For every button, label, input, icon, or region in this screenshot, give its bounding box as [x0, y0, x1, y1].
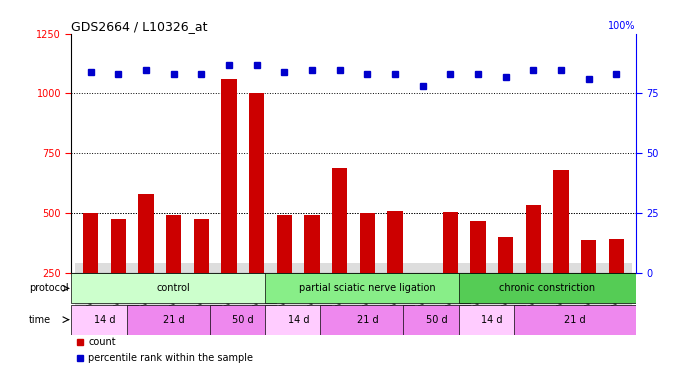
Text: 14 d: 14 d: [288, 315, 309, 325]
Bar: [71, 273, 276, 303]
Bar: [388, 211, 403, 333]
Bar: [111, 219, 126, 333]
Text: control: control: [157, 284, 190, 293]
Bar: [222, 79, 237, 333]
Text: partial sciatic nerve ligation: partial sciatic nerve ligation: [299, 284, 436, 293]
Bar: [209, 304, 276, 334]
Text: GDS2664 / L10326_at: GDS2664 / L10326_at: [71, 20, 208, 33]
Bar: [126, 304, 221, 334]
Text: 21 d: 21 d: [356, 315, 378, 325]
Bar: [415, 273, 430, 333]
Bar: [554, 170, 568, 333]
Text: 14 d: 14 d: [481, 315, 503, 325]
Bar: [166, 215, 182, 333]
Bar: [332, 168, 347, 333]
Bar: [526, 205, 541, 333]
Bar: [609, 239, 624, 333]
Text: 50 d: 50 d: [232, 315, 254, 325]
Bar: [459, 273, 636, 303]
Bar: [443, 212, 458, 333]
Bar: [265, 273, 470, 303]
Text: percentile rank within the sample: percentile rank within the sample: [88, 353, 254, 363]
Text: count: count: [88, 338, 116, 347]
Text: 14 d: 14 d: [94, 315, 116, 325]
Text: 50 d: 50 d: [426, 315, 447, 325]
Bar: [139, 194, 154, 333]
Bar: [360, 213, 375, 333]
Bar: [514, 304, 636, 334]
Bar: [194, 219, 209, 333]
Bar: [305, 215, 320, 333]
Bar: [277, 215, 292, 333]
Bar: [71, 304, 138, 334]
Bar: [498, 237, 513, 333]
Bar: [320, 304, 415, 334]
Bar: [265, 304, 331, 334]
Bar: [249, 93, 265, 333]
Bar: [459, 304, 525, 334]
Bar: [471, 221, 486, 333]
Text: protocol: protocol: [29, 284, 69, 293]
Text: 100%: 100%: [609, 21, 636, 32]
Text: 21 d: 21 d: [163, 315, 184, 325]
Bar: [581, 240, 596, 333]
Bar: [83, 213, 99, 333]
Text: 21 d: 21 d: [564, 315, 585, 325]
Bar: [403, 304, 470, 334]
Text: chronic constriction: chronic constriction: [499, 284, 595, 293]
Text: time: time: [29, 315, 51, 325]
